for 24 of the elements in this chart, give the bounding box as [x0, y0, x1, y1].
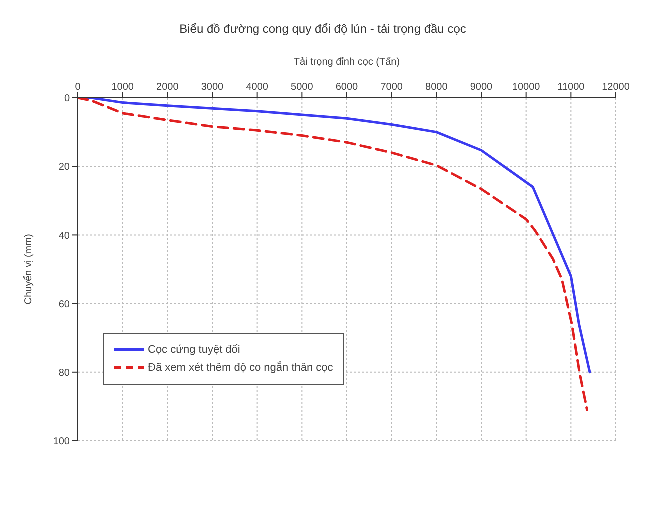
- x-tick-label: 0: [75, 82, 82, 93]
- x-tick-label: 8000: [426, 82, 448, 93]
- x-tick-label: 5000: [291, 82, 314, 93]
- x-tick-label: 9000: [470, 82, 494, 93]
- y-tick-label: 20: [58, 162, 70, 174]
- y-tick-label: 0: [64, 94, 70, 105]
- x-tick-label: 6000: [336, 82, 359, 93]
- x-tick-label: 1000: [112, 82, 134, 93]
- x-axis-title: Tải trọng đỉnh cọc (Tấn): [294, 57, 400, 68]
- y-tick-label: 40: [58, 230, 70, 242]
- x-tick-label: 3000: [201, 82, 224, 93]
- y-tick-label: 100: [53, 436, 70, 448]
- x-tick-label: 10000: [512, 82, 541, 93]
- y-axis-title: Chuyển vị (mm): [22, 234, 35, 305]
- y-tick-label: 80: [58, 368, 70, 379]
- x-tick-label: 12000: [602, 82, 630, 93]
- legend-label: Cọc cứng tuyệt đối: [148, 344, 240, 356]
- y-tick-label: 60: [58, 299, 70, 310]
- x-tick-label: 11000: [558, 82, 586, 93]
- x-tick-label: 7000: [380, 82, 404, 93]
- legend-label: Đã xem xét thêm độ co ngắn thân cọc: [148, 362, 334, 374]
- x-tick-label: 4000: [246, 82, 269, 93]
- x-tick-label: 2000: [156, 82, 180, 93]
- chart-title: Biểu đồ đường cong quy đổi độ lún - tải trọng đầu cọc: [178, 21, 468, 38]
